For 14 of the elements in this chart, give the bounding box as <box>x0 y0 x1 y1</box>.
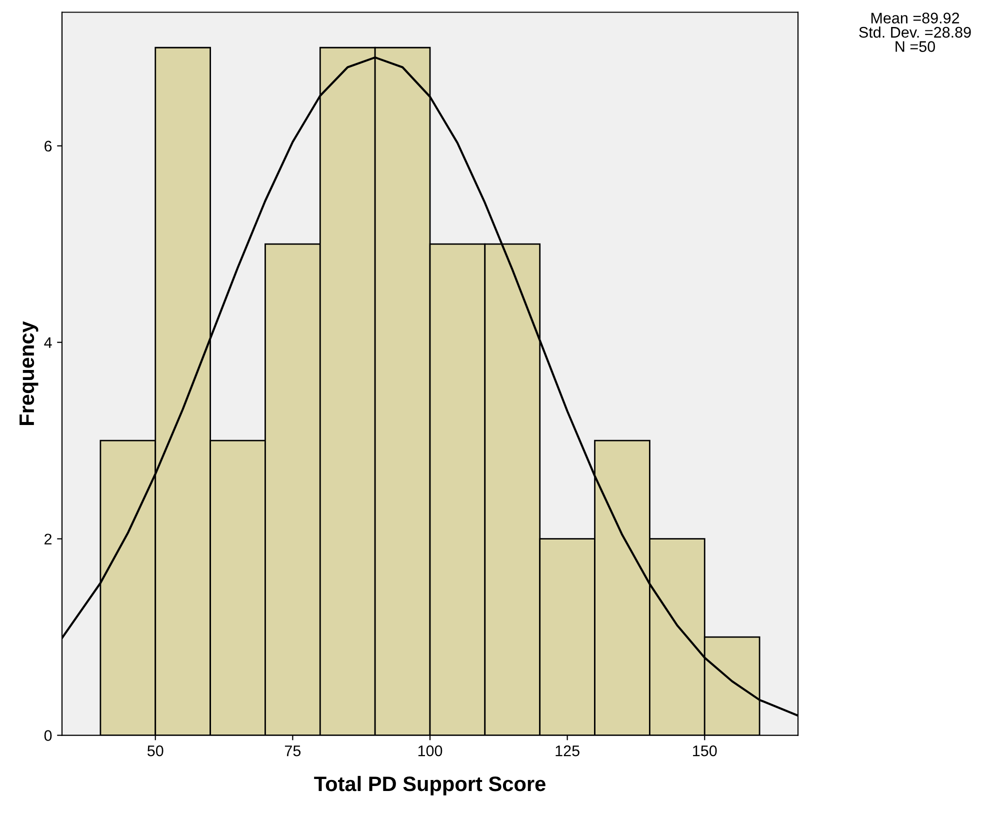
text: Mean =89.92 <box>871 12 960 24</box>
text: N =50 <box>896 41 935 52</box>
y-axis-title: Frequency <box>20 321 38 426</box>
x-tick-label: 50 <box>147 745 164 756</box>
y-tick-label: 0 <box>44 730 52 741</box>
x-axis-title: Total PD Support Score <box>314 776 546 796</box>
y-tick-label: 4 <box>44 337 52 348</box>
text: Std. Dev. =28.89 <box>859 26 971 38</box>
y-tick-label: 6 <box>44 140 52 152</box>
y-tick-label: 2 <box>44 534 52 544</box>
x-tick-label: 150 <box>693 745 717 756</box>
x-tick-label: 100 <box>418 745 442 756</box>
x-tick-label: 125 <box>556 745 580 756</box>
x-tick-label: 75 <box>284 746 301 756</box>
